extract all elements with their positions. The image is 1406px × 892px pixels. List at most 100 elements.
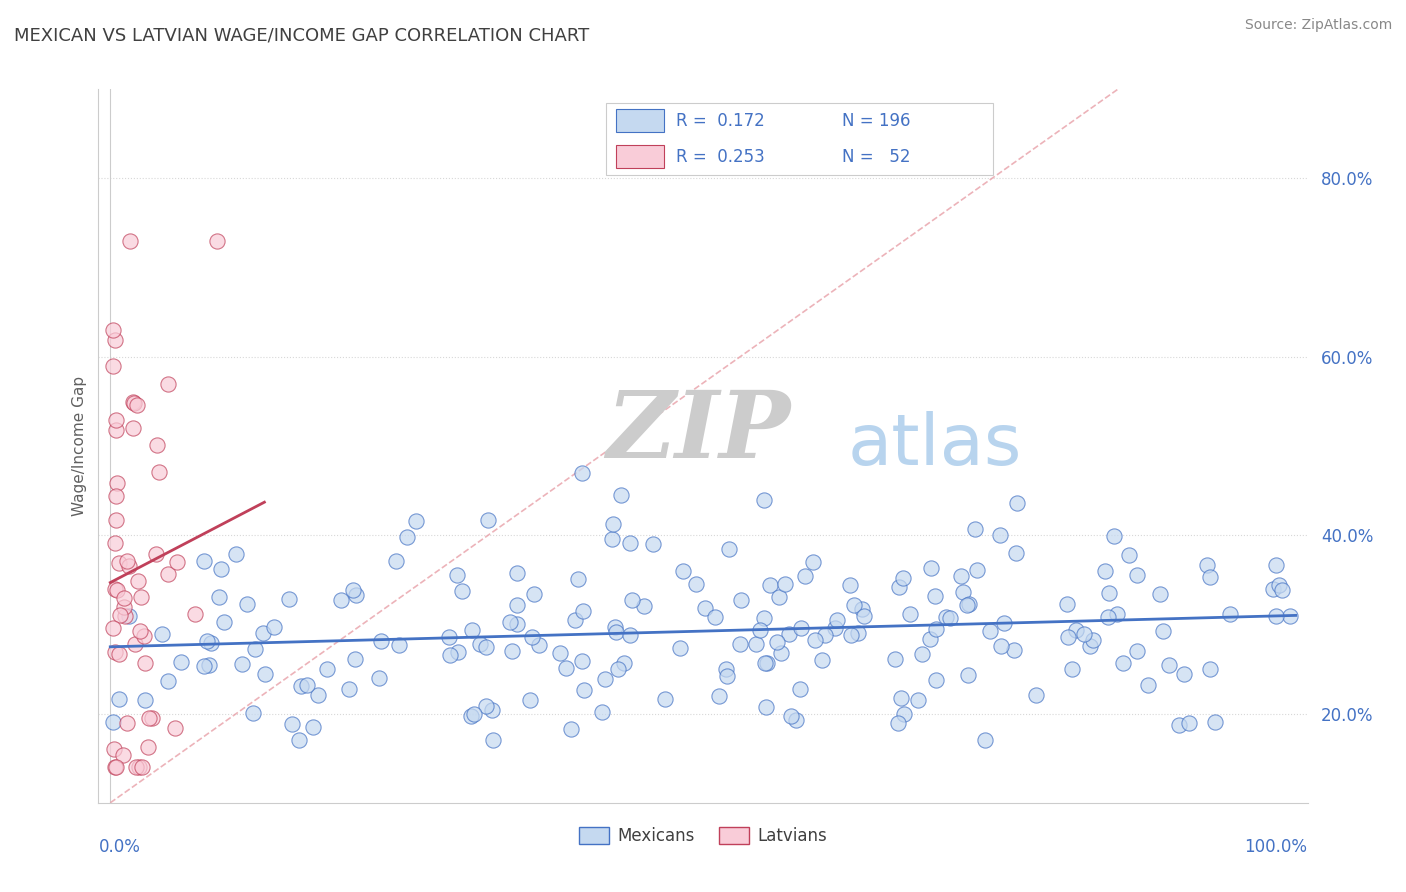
Point	[779, 708, 801, 723]
Point	[1078, 639, 1101, 653]
Point	[572, 683, 595, 698]
Point	[134, 657, 156, 671]
Point	[225, 548, 247, 562]
Point	[548, 647, 571, 661]
Point	[344, 588, 367, 602]
Point	[141, 711, 163, 725]
Point	[163, 721, 186, 735]
Point	[405, 514, 427, 528]
Point	[128, 624, 150, 639]
Point	[825, 613, 848, 627]
Point	[101, 622, 124, 636]
Point	[307, 688, 329, 702]
Point	[460, 623, 482, 637]
Point	[118, 608, 141, 623]
Point	[118, 559, 141, 574]
Point	[963, 522, 986, 536]
Point	[505, 566, 527, 580]
Point	[207, 234, 229, 248]
Point	[793, 569, 815, 583]
Point	[499, 615, 522, 629]
Point	[527, 639, 550, 653]
Point	[337, 681, 360, 696]
Point	[567, 572, 589, 586]
Point	[439, 630, 461, 644]
Point	[170, 655, 193, 669]
Point	[633, 599, 655, 613]
Point	[200, 636, 222, 650]
Point	[1149, 587, 1171, 601]
Point	[148, 465, 170, 479]
Point	[778, 626, 800, 640]
Point	[146, 438, 169, 452]
Point	[730, 592, 752, 607]
Point	[717, 541, 740, 556]
Point	[887, 580, 910, 594]
Point	[1064, 623, 1087, 637]
Point	[950, 569, 973, 583]
Text: 0.0%: 0.0%	[98, 838, 141, 856]
Point	[846, 625, 869, 640]
Point	[716, 669, 738, 683]
Point	[315, 662, 337, 676]
Point	[707, 690, 730, 704]
Point	[1073, 627, 1095, 641]
Point	[385, 554, 408, 568]
Point	[824, 621, 846, 635]
Point	[752, 611, 775, 625]
Point	[1025, 688, 1047, 702]
Point	[157, 566, 180, 581]
Point	[118, 234, 141, 248]
Legend: Mexicans, Latvians: Mexicans, Latvians	[572, 820, 834, 852]
Point	[853, 609, 876, 624]
Point	[966, 563, 988, 577]
Point	[889, 690, 911, 705]
Point	[122, 421, 145, 435]
Point	[748, 624, 770, 638]
Point	[603, 620, 626, 634]
Point	[127, 574, 149, 588]
Point	[1152, 624, 1174, 639]
Point	[745, 637, 768, 651]
Point	[212, 615, 235, 629]
Point	[184, 607, 207, 621]
Point	[231, 657, 253, 671]
Text: MEXICAN VS LATVIAN WAGE/INCOME GAP CORRELATION CHART: MEXICAN VS LATVIAN WAGE/INCOME GAP CORRE…	[14, 27, 589, 45]
Point	[911, 647, 934, 661]
Point	[988, 528, 1011, 542]
Point	[156, 673, 179, 688]
Point	[555, 661, 578, 675]
Point	[621, 592, 644, 607]
Point	[132, 629, 155, 643]
Point	[1094, 564, 1116, 578]
Point	[560, 723, 582, 737]
Point	[208, 590, 231, 604]
Point	[752, 492, 775, 507]
Point	[1195, 558, 1218, 572]
Point	[112, 747, 135, 762]
Point	[104, 644, 127, 658]
Point	[209, 562, 232, 576]
Point	[150, 627, 173, 641]
Point	[107, 648, 129, 662]
Point	[756, 657, 779, 671]
Point	[166, 555, 188, 569]
Point	[1267, 578, 1289, 592]
Point	[773, 576, 796, 591]
Point	[605, 625, 627, 640]
Text: N =   52: N = 52	[842, 148, 911, 166]
Point	[952, 585, 974, 599]
Point	[370, 633, 392, 648]
Point	[704, 609, 727, 624]
Point	[600, 533, 623, 547]
Point	[571, 466, 593, 480]
Point	[1261, 582, 1284, 596]
Point	[669, 641, 692, 656]
Point	[1168, 718, 1191, 732]
Point	[1178, 715, 1201, 730]
Point	[956, 667, 979, 681]
Point	[388, 638, 411, 652]
Point	[105, 489, 128, 503]
Point	[602, 517, 624, 532]
Bar	[616, 109, 664, 132]
